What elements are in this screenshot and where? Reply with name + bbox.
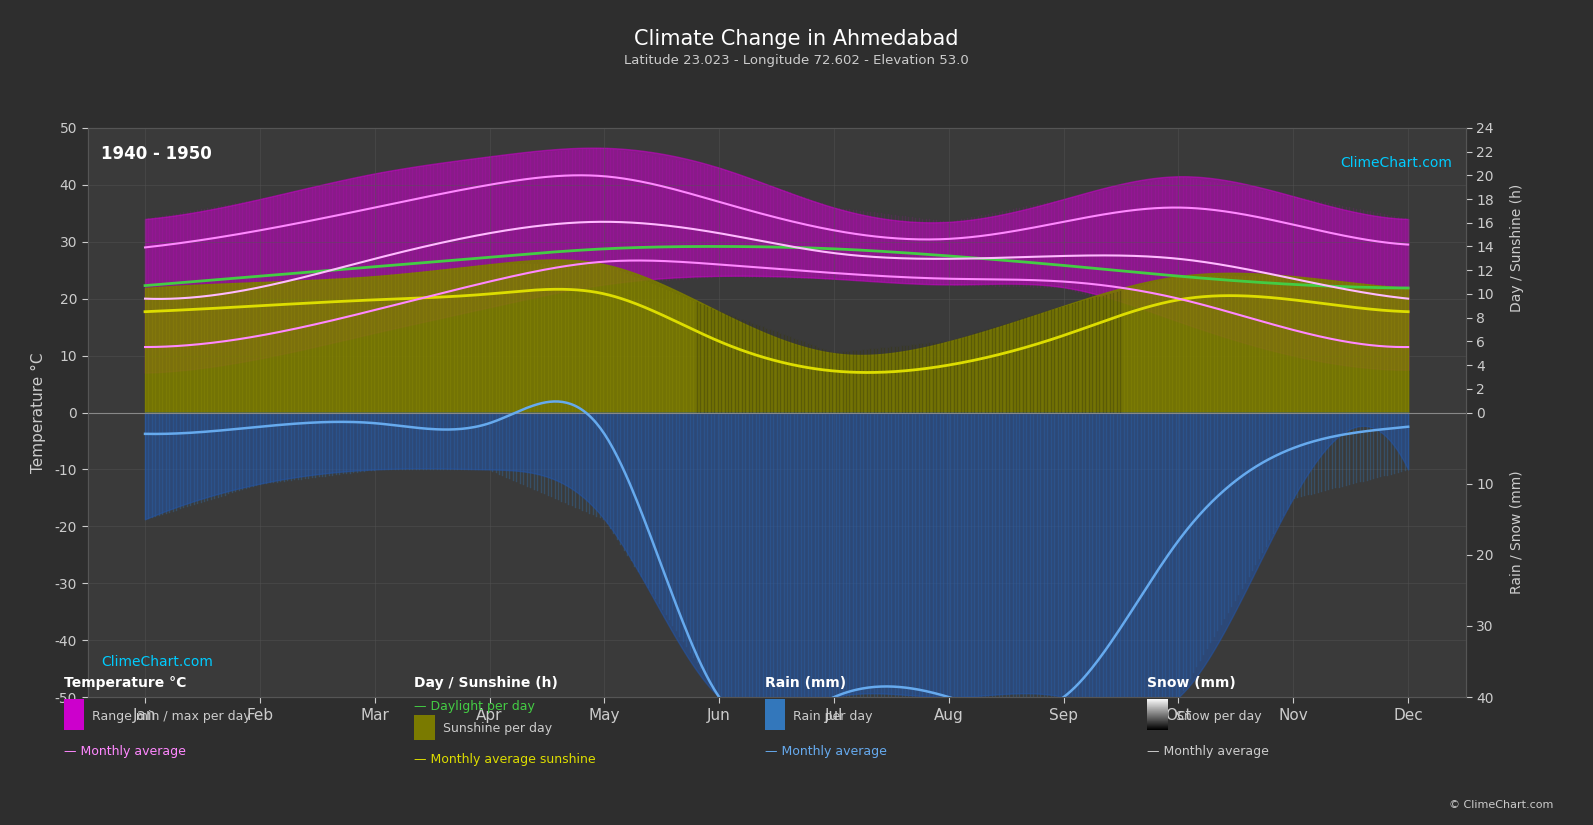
Text: Snow (mm): Snow (mm) xyxy=(1147,676,1236,691)
Text: Temperature °C: Temperature °C xyxy=(64,676,186,691)
Text: Range min / max per day: Range min / max per day xyxy=(92,710,252,724)
Text: Rain per day: Rain per day xyxy=(793,710,873,724)
Text: Rain / Snow (mm): Rain / Snow (mm) xyxy=(1510,470,1523,594)
Text: Rain (mm): Rain (mm) xyxy=(765,676,846,691)
Text: Day / Sunshine (h): Day / Sunshine (h) xyxy=(1510,183,1523,312)
Text: — Monthly average: — Monthly average xyxy=(1147,745,1270,758)
Text: ClimeChart.com: ClimeChart.com xyxy=(102,655,213,668)
Text: — Monthly average: — Monthly average xyxy=(765,745,887,758)
Text: — Monthly average: — Monthly average xyxy=(64,745,186,758)
Text: © ClimeChart.com: © ClimeChart.com xyxy=(1448,800,1553,810)
Text: Climate Change in Ahmedabad: Climate Change in Ahmedabad xyxy=(634,29,959,49)
Text: 1940 - 1950: 1940 - 1950 xyxy=(102,145,212,163)
Text: ClimeChart.com: ClimeChart.com xyxy=(1340,157,1451,170)
Text: Snow per day: Snow per day xyxy=(1176,710,1262,724)
Y-axis label: Temperature °C: Temperature °C xyxy=(32,352,46,473)
Text: — Daylight per day: — Daylight per day xyxy=(414,700,535,714)
Text: Sunshine per day: Sunshine per day xyxy=(443,722,553,735)
Text: Day / Sunshine (h): Day / Sunshine (h) xyxy=(414,676,558,691)
Text: — Monthly average sunshine: — Monthly average sunshine xyxy=(414,753,596,766)
Text: Latitude 23.023 - Longitude 72.602 - Elevation 53.0: Latitude 23.023 - Longitude 72.602 - Ele… xyxy=(624,54,969,67)
